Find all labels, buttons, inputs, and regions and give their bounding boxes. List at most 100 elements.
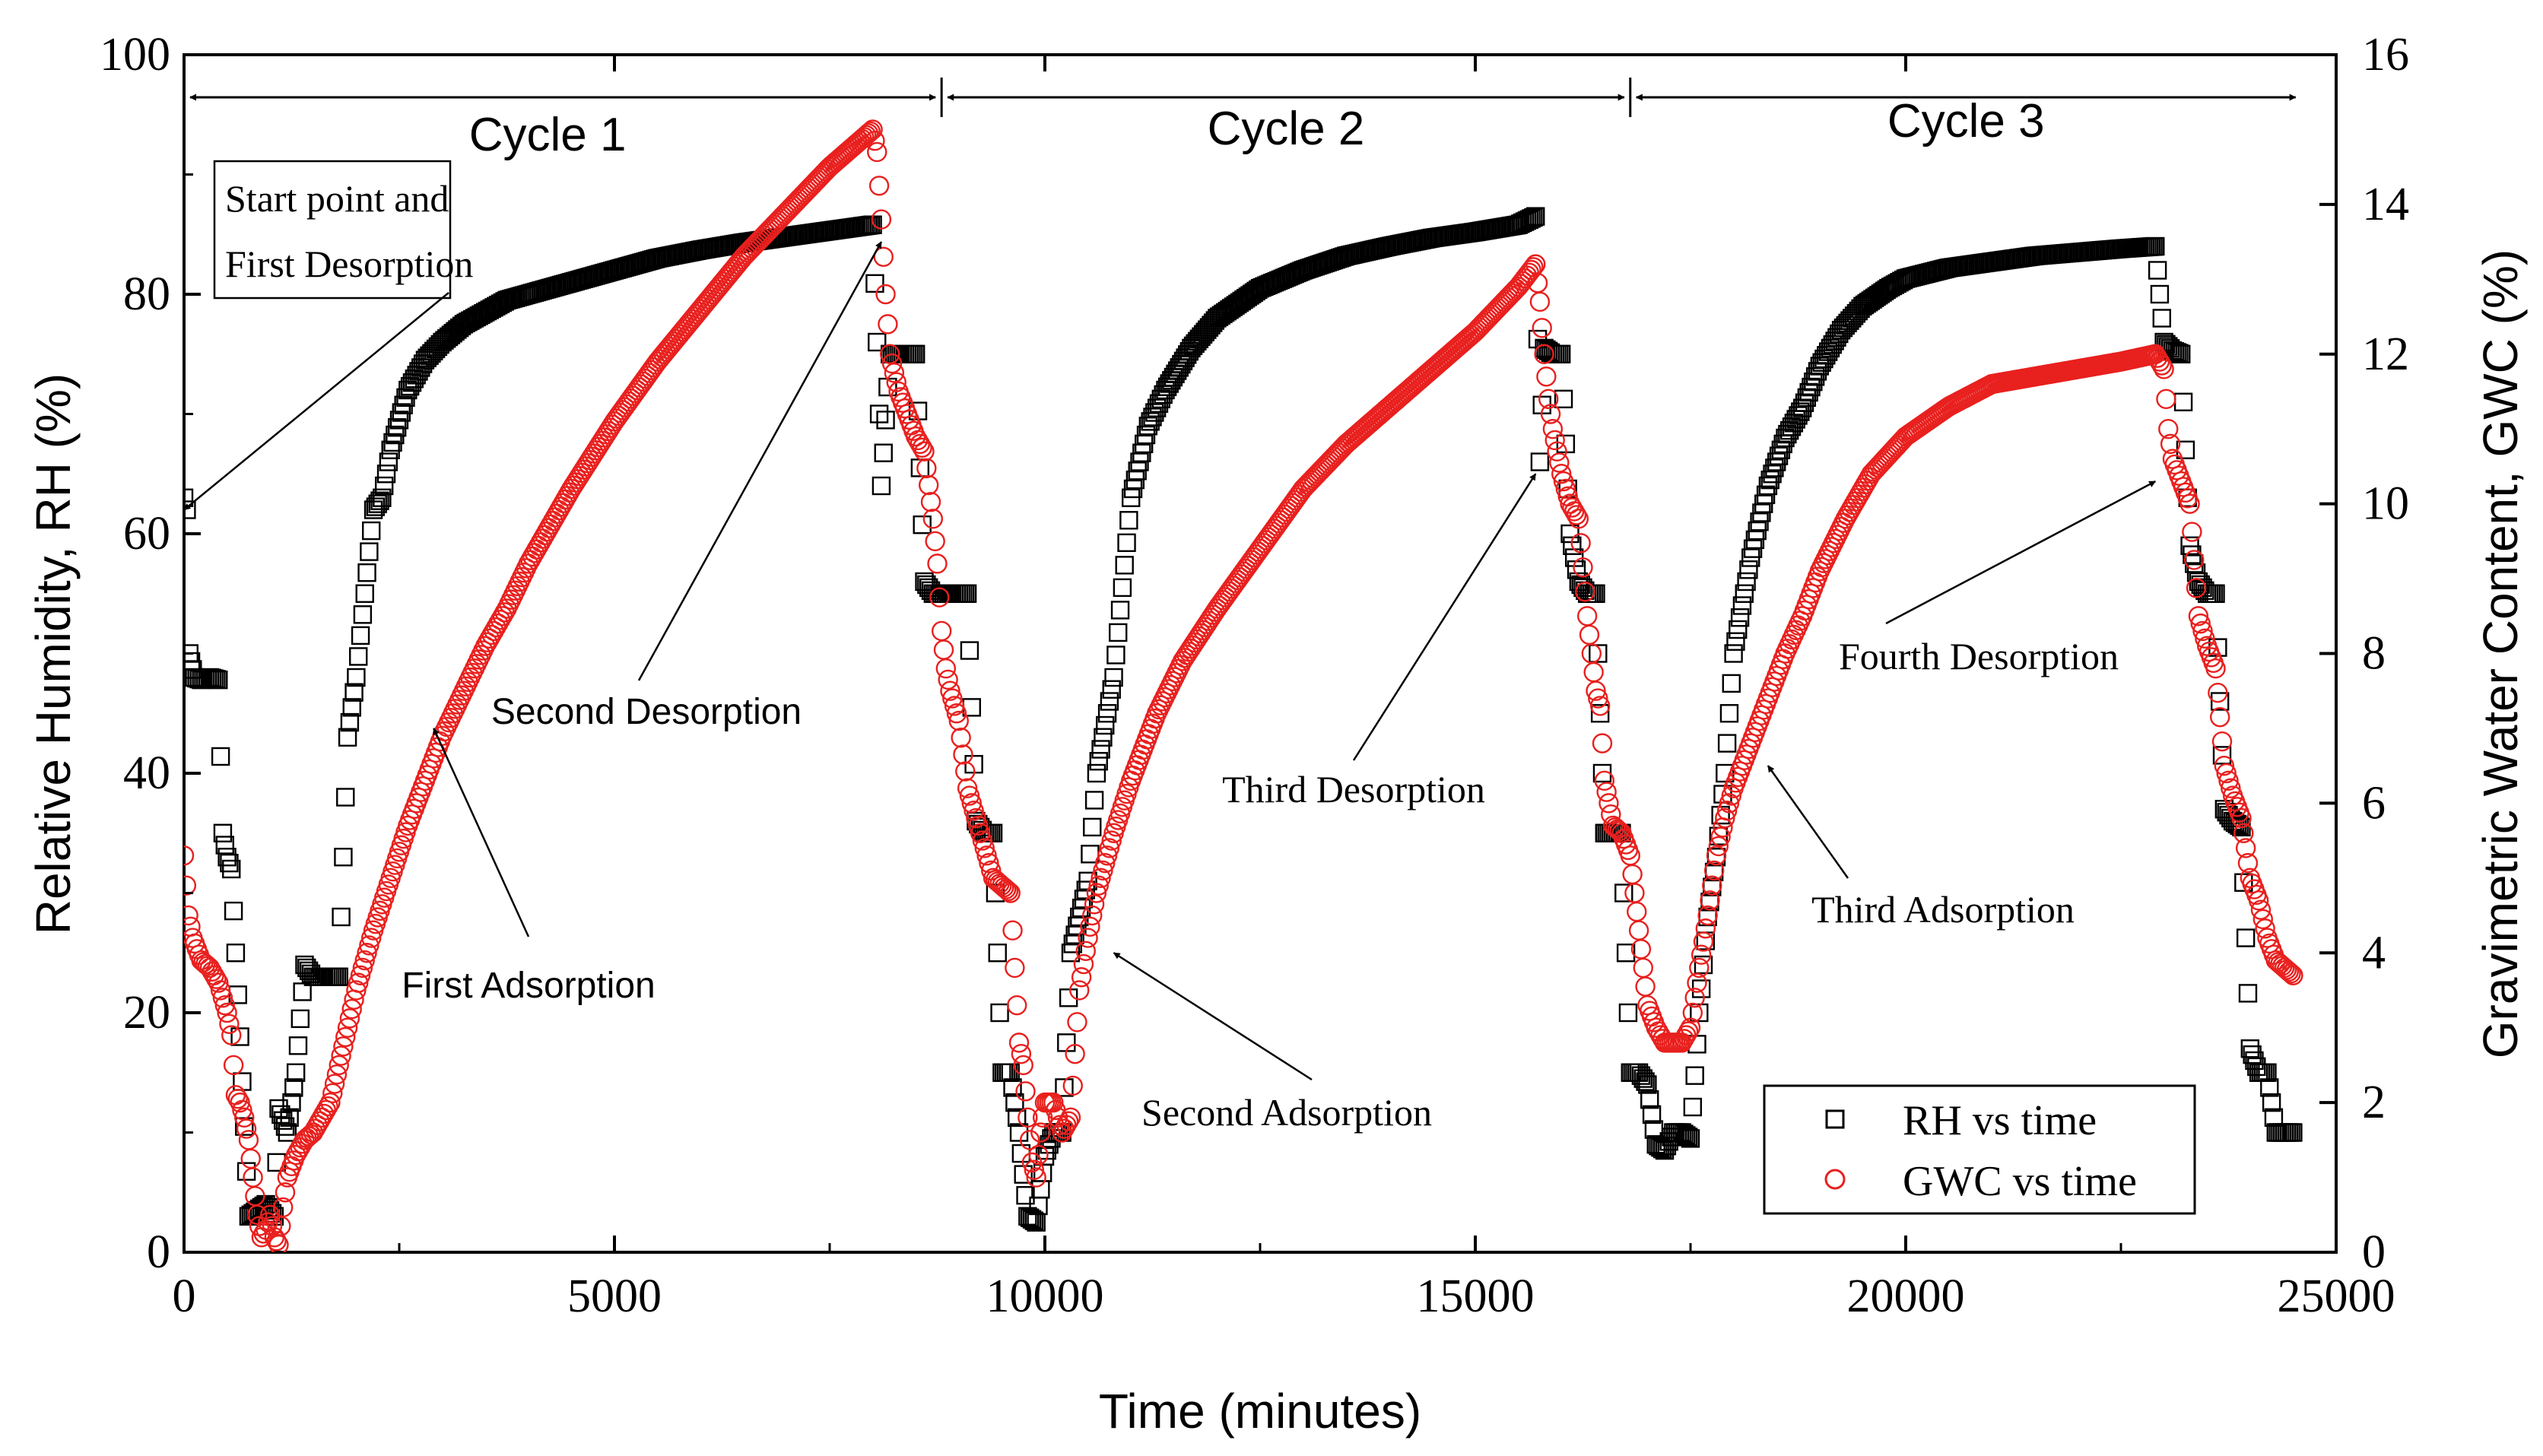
rh-point (2284, 1123, 2303, 1142)
gwc-point (1521, 259, 1541, 281)
annotation-label: Fourth Desorption (1839, 635, 2119, 677)
rh-point (342, 698, 361, 717)
rh-point (1087, 763, 1106, 783)
y-left-tick-label: 40 (123, 747, 170, 799)
gwc-point (2235, 838, 2256, 858)
rh-point (2236, 928, 2256, 947)
rh-point (2173, 392, 2193, 411)
gwc-point (341, 998, 362, 1020)
rh-point (288, 1036, 308, 1055)
gwc-point (2255, 918, 2275, 939)
gwc-point (871, 209, 892, 230)
gwc-point (359, 935, 379, 956)
gwc-point (1015, 1081, 1036, 1102)
rh-point (1763, 465, 1782, 484)
gwc-point (1687, 972, 1707, 993)
gwc-point (1080, 916, 1100, 937)
rh-point (960, 641, 979, 660)
rh-point (1726, 632, 1745, 651)
y-axis-left: 0 20 40 60 80 100 (100, 29, 201, 1278)
gwc-point (881, 353, 903, 374)
gwc-point (994, 877, 1014, 898)
gwc-point (1702, 875, 1722, 896)
gwc-point (966, 807, 986, 829)
gwc-point (2231, 807, 2252, 829)
gwc-point (2276, 960, 2297, 980)
gwc-point (2214, 755, 2235, 776)
rh-point (1739, 560, 1758, 579)
rh-point (1586, 584, 1605, 603)
rh-point (1005, 1093, 1024, 1112)
gwc-point (217, 1002, 237, 1023)
gwc-point (2205, 658, 2226, 679)
rh-point (1799, 382, 1818, 402)
rh-point (2148, 261, 2167, 280)
gwc-point (1622, 864, 1643, 885)
annotation-label: Third Desorption (1222, 768, 1485, 810)
gwc-point (223, 1055, 244, 1076)
x-tick-label: 0 (173, 1270, 196, 1322)
gwc-point (862, 119, 883, 140)
gwc-point (2179, 493, 2200, 514)
gwc-point (1008, 1033, 1030, 1053)
gwc-point (2192, 620, 2213, 642)
gwc-point (238, 1130, 259, 1150)
rh-point (1094, 728, 1113, 747)
gwc-point (865, 131, 885, 151)
rh-point (273, 1111, 293, 1130)
cycle-label: Cycle 2 (1208, 103, 1365, 155)
annotation-box (213, 160, 452, 300)
gwc-point (1086, 883, 1107, 903)
gwc-point (1700, 890, 1720, 911)
x-tick-label: 15000 (1417, 1270, 1535, 1322)
y-right-tick-label: 10 (2362, 478, 2409, 530)
gwc-point (1579, 624, 1600, 646)
rh-point (2146, 236, 2165, 256)
rh-point (1096, 715, 1115, 735)
cycle-markers: Cycle 1 Cycle 2 Cycle 3 (189, 78, 2297, 161)
gwc-point (2211, 731, 2233, 752)
gwc-point (1002, 920, 1023, 941)
rh-point (1590, 704, 1610, 723)
gwc-point (948, 710, 970, 731)
gwc-point (2281, 963, 2301, 984)
legend-gwc-marker (1824, 1169, 1846, 1190)
gwc-point (2188, 606, 2209, 626)
rh-point (2240, 1039, 2260, 1058)
rh-point (1722, 674, 1741, 693)
gwc-point (2208, 682, 2228, 703)
rh-point (1003, 1078, 1022, 1097)
y-axis-right-title: Gravimetric Water Content, GWC (%) (2473, 249, 2528, 1058)
rh-point (353, 605, 373, 624)
rh-point (2258, 1063, 2277, 1082)
annotation-arrow (183, 292, 449, 511)
gwc-point (1097, 845, 1118, 866)
rh-point (2206, 584, 2225, 603)
gwc-point (1030, 1122, 1051, 1143)
rh-point (2212, 746, 2232, 765)
gwc-point (214, 994, 235, 1016)
gwc-point (970, 823, 991, 843)
rh-point (1732, 596, 1752, 615)
rh-point (1109, 623, 1128, 642)
gwc-point (1538, 389, 1559, 410)
gwc-point (1682, 1002, 1703, 1023)
gwc-point (1549, 452, 1570, 473)
rh-point (290, 1009, 310, 1029)
gwc-point (955, 761, 976, 782)
rh-point (1636, 1072, 1655, 1091)
rh-point (370, 491, 389, 510)
rh-point (1055, 1078, 1074, 1097)
cycle-label: Cycle 3 (1887, 95, 2045, 148)
gwc-point (1547, 441, 1567, 462)
gwc-point (2221, 778, 2241, 798)
rh-point (1100, 692, 1119, 711)
rh-point (222, 859, 241, 879)
gwc-point (920, 491, 941, 512)
gwc-point (961, 793, 982, 814)
y-right-tick-label: 2 (2362, 1077, 2386, 1128)
gwc-point (886, 372, 906, 392)
gwc-point (867, 141, 887, 163)
gwc-point (944, 696, 965, 716)
gwc-point (922, 509, 944, 529)
